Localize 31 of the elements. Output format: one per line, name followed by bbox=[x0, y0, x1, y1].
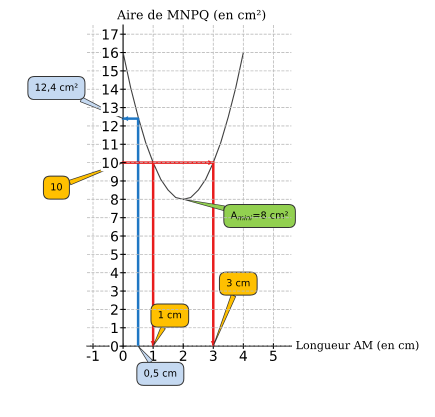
annotation: 10 bbox=[51, 183, 62, 190]
x-tick-label: 0 bbox=[120, 350, 127, 362]
annotation: 3 cm bbox=[226, 279, 250, 286]
annotation: 12,4 cm² bbox=[36, 84, 78, 92]
x-tick-label: 5 bbox=[270, 350, 277, 362]
y-tick-label: 12 bbox=[102, 120, 118, 132]
x-tick-label: -1 bbox=[86, 350, 99, 361]
y-tick-label: 7 bbox=[111, 212, 118, 223]
y-tick-label: 5 bbox=[111, 250, 118, 260]
x-tick-label: 2 bbox=[180, 350, 186, 361]
y-tick-label: 4 bbox=[110, 268, 118, 278]
y-tick-label: 15 bbox=[102, 66, 118, 76]
annotation: 1 cm bbox=[158, 311, 182, 318]
x-axis-title: Longueur AM (en cm) bbox=[296, 340, 418, 352]
y-tick-label: 3 bbox=[111, 286, 118, 297]
x-tick-label: 4 bbox=[240, 350, 247, 361]
y-tick-label: 6 bbox=[111, 230, 118, 242]
y-tick-label: 16 bbox=[102, 48, 118, 58]
y-tick-label: 10 bbox=[102, 158, 118, 168]
y-axis-title: Aire de MNPQ (en cm²) bbox=[116, 10, 266, 22]
y-tick-label: 2 bbox=[111, 304, 118, 315]
y-tick-label: 1 bbox=[112, 322, 118, 334]
y-tick-label: 9 bbox=[110, 176, 118, 186]
y-tick-label: 13 bbox=[102, 102, 118, 114]
y-tick-label: 17 bbox=[102, 29, 118, 40]
y-tick-label: 0 bbox=[110, 341, 118, 352]
y-tick-label: 8 bbox=[111, 194, 118, 205]
x-tick-label: 3 bbox=[210, 350, 217, 362]
y-tick-label: 14 bbox=[102, 84, 118, 95]
y-tick-label: 11 bbox=[102, 139, 118, 150]
annotation: 0,5 cm bbox=[144, 369, 176, 378]
